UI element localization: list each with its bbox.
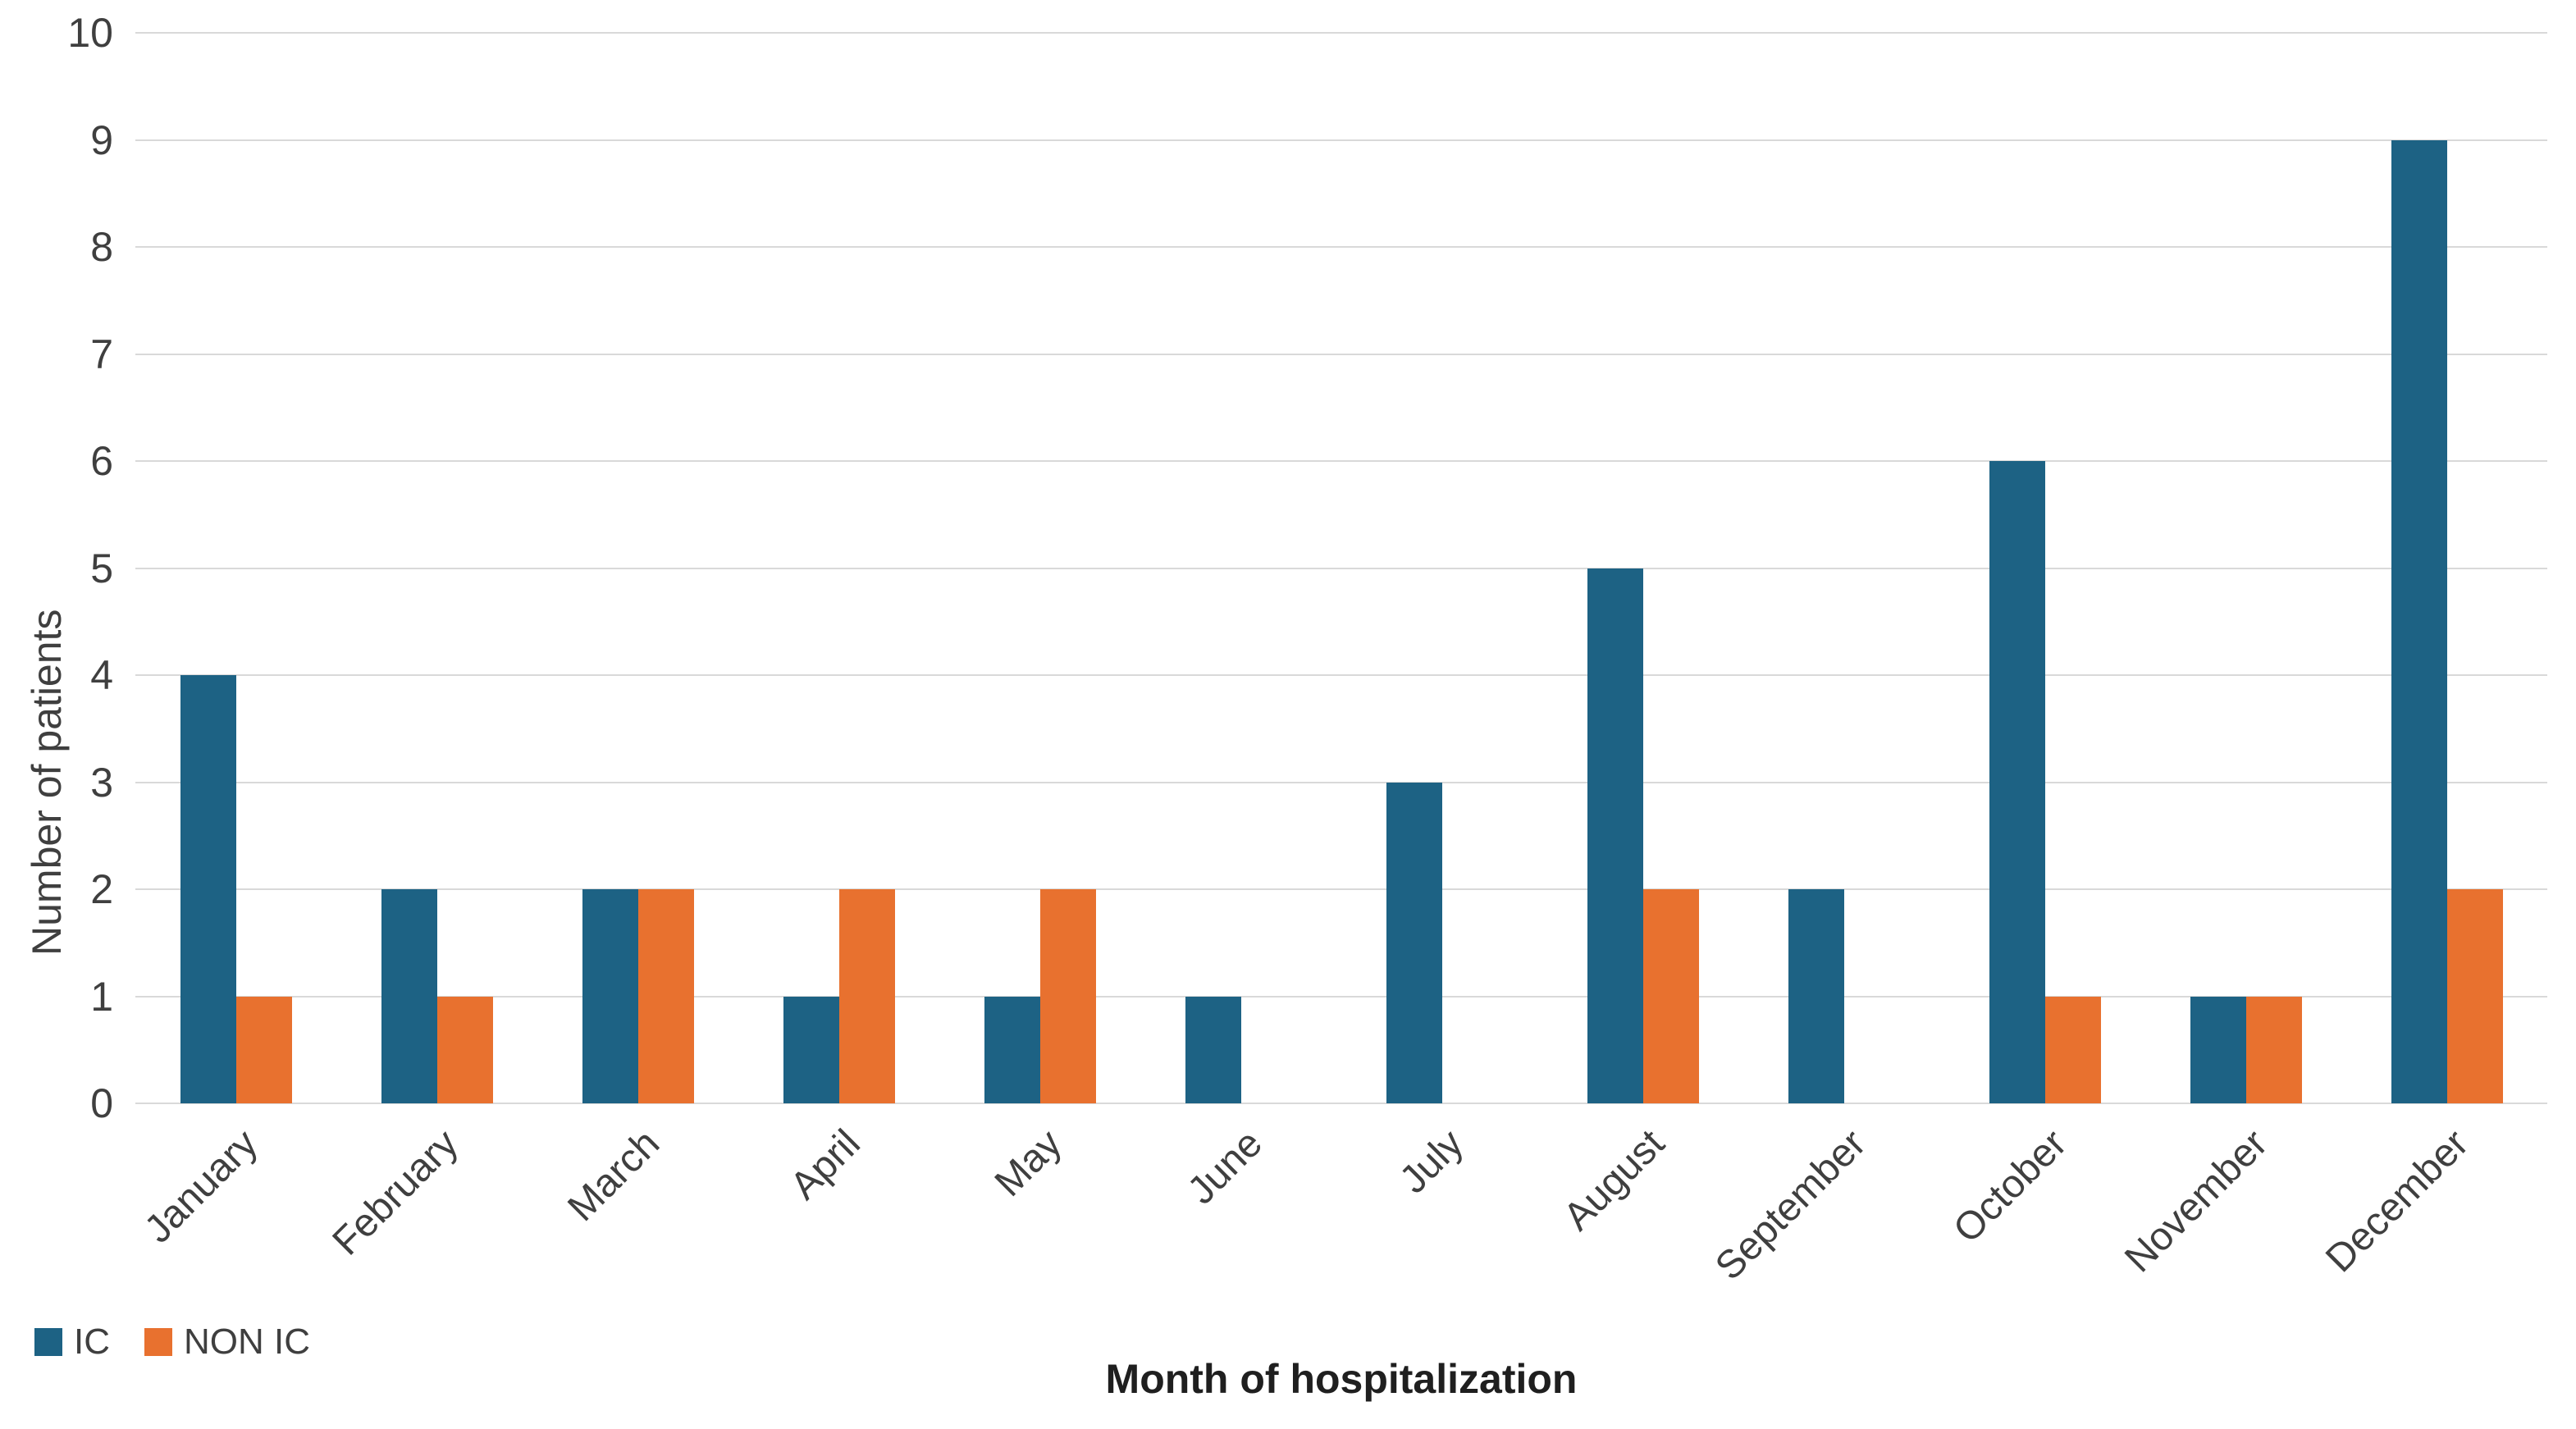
legend-label-non-ic: NON IC <box>184 1322 310 1362</box>
legend-label-ic: IC <box>74 1322 110 1362</box>
x-axis-title: Month of hospitalization <box>1105 1356 1578 1402</box>
bar-non-ic-december <box>2446 889 2503 1103</box>
x-tick-label-december: December <box>2318 1121 2478 1281</box>
x-tick-label-march: March <box>560 1121 669 1230</box>
y-tick-label: 1 <box>90 973 113 1020</box>
y-tick-label: 3 <box>90 759 113 806</box>
bar-ic-april <box>783 996 839 1103</box>
legend: IC NON IC <box>34 1324 310 1360</box>
y-tick-label: 0 <box>90 1080 113 1126</box>
x-tick-label-august: August <box>1555 1121 1674 1240</box>
bar-ic-september <box>1788 889 1844 1103</box>
x-tick-label-november: November <box>2117 1121 2277 1281</box>
y-tick-label: 7 <box>90 331 113 377</box>
bar-non-ic-march <box>637 889 694 1103</box>
x-tick-label-october: October <box>1945 1121 2076 1252</box>
y-tick-label: 2 <box>90 866 113 912</box>
bar-ic-december <box>2391 139 2447 1103</box>
gridline <box>135 567 2547 569</box>
bar-ic-may <box>984 996 1040 1103</box>
gridline <box>135 1103 2547 1104</box>
bar-ic-november <box>2190 996 2246 1103</box>
bar-non-ic-november <box>2245 996 2302 1103</box>
bar-ic-january <box>180 675 236 1103</box>
x-axis-tick-labels: January February March April May June July Augu… <box>135 1121 2547 1327</box>
y-tick-label: 5 <box>90 545 113 591</box>
bar-non-ic-april <box>838 889 895 1103</box>
x-tick-label-february: February <box>324 1121 468 1264</box>
plot-area <box>135 32 2547 1104</box>
gridline <box>135 995 2547 998</box>
bar-non-ic-february <box>436 996 493 1103</box>
gridline <box>135 460 2547 462</box>
x-tick-label-may: May <box>986 1121 1071 1205</box>
gridline <box>135 246 2547 248</box>
legend-item-ic: IC <box>34 1324 110 1360</box>
y-tick-label: 9 <box>90 116 113 163</box>
gridline <box>135 781 2547 783</box>
y-axis-tick-labels: 0 1 2 3 4 5 6 7 8 9 10 <box>0 12 113 1124</box>
bar-ic-february <box>381 889 437 1103</box>
legend-swatch-non-ic-icon <box>144 1328 172 1356</box>
bar-non-ic-may <box>1039 889 1096 1103</box>
bar-ic-july <box>1386 782 1442 1103</box>
x-tick-label-july: July <box>1391 1121 1473 1203</box>
gridline <box>135 674 2547 676</box>
bar-ic-october <box>1989 461 2045 1103</box>
y-tick-label: 6 <box>90 438 113 484</box>
gridline <box>135 139 2547 141</box>
bar-ic-august <box>1587 568 1643 1103</box>
x-tick-label-january: January <box>136 1121 267 1252</box>
bar-ic-june <box>1185 996 1241 1103</box>
y-tick-label: 4 <box>90 652 113 698</box>
bar-non-ic-october <box>2044 996 2101 1103</box>
y-tick-label: 10 <box>67 10 113 56</box>
bar-ic-march <box>582 889 638 1103</box>
gridline <box>135 888 2547 890</box>
x-tick-label-april: April <box>782 1121 870 1208</box>
x-tick-label-september: September <box>1706 1121 1875 1289</box>
bar-non-ic-january <box>235 996 292 1103</box>
gridline <box>135 32 2547 34</box>
legend-item-non-ic: NON IC <box>144 1324 310 1360</box>
bar-non-ic-august <box>1642 889 1699 1103</box>
y-tick-label: 8 <box>90 224 113 270</box>
x-tick-label-june: June <box>1180 1121 1272 1213</box>
legend-swatch-ic-icon <box>34 1328 62 1356</box>
gridline <box>135 353 2547 355</box>
